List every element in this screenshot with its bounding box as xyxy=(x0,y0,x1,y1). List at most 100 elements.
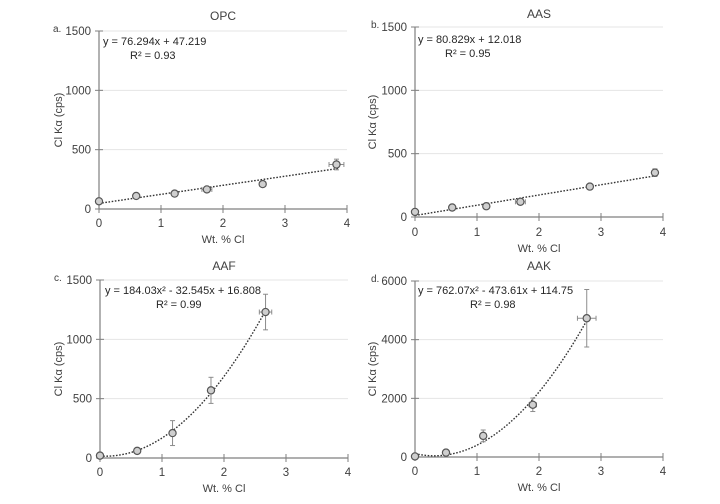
x-tick-label: 3 xyxy=(283,467,289,479)
data-point xyxy=(482,202,491,211)
x-axis-label: Wt. % Cl xyxy=(202,234,245,246)
marker xyxy=(261,307,270,317)
subplot-aas: 0 500 1000 1500 0 1 2 3 4 AAS b. Wt. % Cl Cl Kα (cps… xyxy=(367,7,667,255)
x-tick-label: 2 xyxy=(220,218,226,230)
x-tick-label: 1 xyxy=(474,466,480,478)
data-point xyxy=(170,189,179,198)
x-tick-label: 3 xyxy=(598,227,604,239)
marker xyxy=(528,400,538,409)
data-point xyxy=(131,191,141,201)
trendline-r2: R² = 0.95 xyxy=(445,48,491,60)
trendline xyxy=(414,320,588,457)
x-axis-label: Wt. % Cl xyxy=(518,243,561,255)
panel-label: a. xyxy=(53,24,61,35)
data-point xyxy=(206,376,216,404)
marker xyxy=(582,314,591,323)
data-point xyxy=(258,179,267,189)
marker xyxy=(131,191,141,201)
marker xyxy=(410,452,420,461)
y-tick-label: 1000 xyxy=(381,85,407,97)
y-tick-label: 1500 xyxy=(65,26,91,38)
x-tick-label: 4 xyxy=(660,466,667,478)
chart-title: AAK xyxy=(527,259,551,273)
marker xyxy=(448,203,457,212)
x-axis-label: Wt. % Cl xyxy=(518,482,561,494)
y-tick-label: 1000 xyxy=(66,334,92,346)
x-tick-label: 2 xyxy=(536,227,542,239)
marker xyxy=(168,428,177,438)
marker xyxy=(94,197,104,206)
x-axis-label: Wt. % Cl xyxy=(203,483,246,495)
y-tick-label: 500 xyxy=(388,149,407,161)
data-point xyxy=(132,446,142,456)
data-point xyxy=(585,182,595,191)
x-tick-label: 3 xyxy=(598,466,604,478)
marker xyxy=(95,451,105,460)
y-axis-label: Cl Kα (cps) xyxy=(53,342,65,397)
y-tick-label: 500 xyxy=(73,394,92,406)
marker xyxy=(482,202,491,211)
data-point xyxy=(201,185,213,194)
chart-title: AAF xyxy=(212,259,235,273)
x-tick-label: 1 xyxy=(474,227,480,239)
marker xyxy=(258,179,267,189)
y-tick-label: 1000 xyxy=(65,85,91,97)
chart-title: AAS xyxy=(527,7,551,21)
x-tick-label: 0 xyxy=(96,218,102,230)
subplot-aaf: 0 500 1000 1500 0 1 2 3 4 AAF c. Wt. % Cl Cl Kα (cps… xyxy=(53,259,352,495)
data-point xyxy=(479,429,488,443)
trendline-equation: y = 184.03x² - 32.545x + 16.808 xyxy=(105,285,261,297)
marker xyxy=(441,448,451,457)
trendline-equation: y = 80.829x + 12.018 xyxy=(418,34,521,46)
y-tick-label: 4000 xyxy=(381,335,407,347)
marker xyxy=(410,207,420,217)
marker xyxy=(132,446,142,456)
x-tick-label: 3 xyxy=(282,218,288,230)
marker xyxy=(516,197,525,206)
marker xyxy=(332,160,341,169)
trendline xyxy=(98,167,340,205)
data-point xyxy=(576,289,597,348)
marker xyxy=(479,431,488,441)
y-tick-label: 0 xyxy=(85,204,91,216)
data-point xyxy=(448,203,457,212)
x-tick-label: 0 xyxy=(412,466,418,478)
y-tick-label: 0 xyxy=(86,453,92,465)
y-tick-label: 0 xyxy=(401,212,407,224)
data-point xyxy=(168,420,177,447)
data-point xyxy=(514,197,526,206)
y-tick-label: 1500 xyxy=(66,275,92,287)
marker xyxy=(585,182,595,191)
data-point xyxy=(410,207,420,217)
x-tick-label: 4 xyxy=(345,467,352,479)
x-tick-label: 0 xyxy=(97,467,103,479)
x-tick-label: 1 xyxy=(159,467,165,479)
x-tick-label: 4 xyxy=(344,218,351,230)
data-point xyxy=(258,293,273,331)
trendline-r2: R² = 0.93 xyxy=(130,50,176,62)
data-point xyxy=(441,448,451,457)
marker xyxy=(170,189,179,198)
marker xyxy=(206,386,216,395)
y-tick-label: 6000 xyxy=(381,276,407,288)
marker xyxy=(650,168,660,177)
trendline-equation: y = 76.294x + 47.219 xyxy=(103,36,206,48)
data-point xyxy=(94,197,104,206)
data-point xyxy=(650,168,660,177)
trendline xyxy=(414,175,656,217)
data-point xyxy=(410,452,420,461)
x-tick-label: 0 xyxy=(412,227,418,239)
x-tick-label: 2 xyxy=(536,466,542,478)
y-axis-label: Cl Kα (cps) xyxy=(53,93,65,148)
subplot-opc: 0 500 1000 1500 0 1 2 3 4 OPC a. Wt. % Cl Cl Kα (cps… xyxy=(53,9,351,246)
y-tick-label: 0 xyxy=(401,452,407,464)
panel-label: c. xyxy=(54,273,62,284)
y-tick-label: 1500 xyxy=(381,22,407,34)
trendline-r2: R² = 0.99 xyxy=(156,299,202,311)
chart-title: OPC xyxy=(210,9,236,23)
data-point xyxy=(95,451,105,460)
x-tick-label: 4 xyxy=(660,227,667,239)
data-point xyxy=(328,158,345,171)
panel-label: b. xyxy=(371,20,379,31)
